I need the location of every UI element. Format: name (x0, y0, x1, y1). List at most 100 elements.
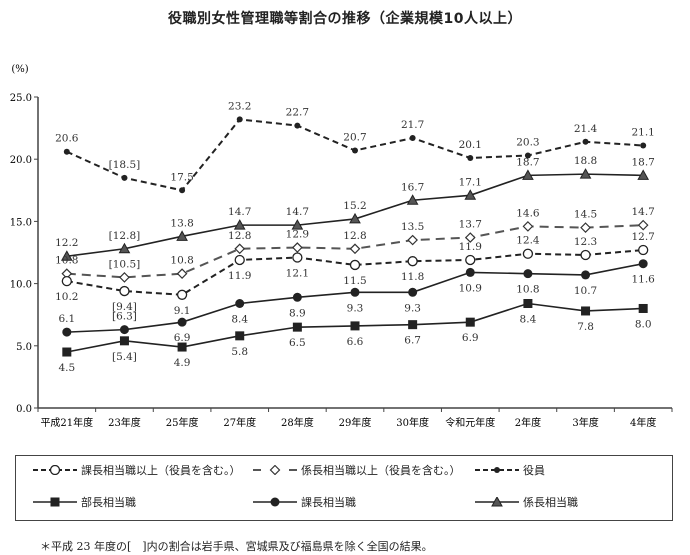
x-tick-label: 29年度 (339, 416, 372, 429)
data-label: 23.2 (228, 100, 251, 112)
data-point (465, 254, 476, 266)
legend-item-bucho: 部長相当職 (32, 494, 136, 510)
data-point (638, 244, 649, 256)
data-label: 22.7 (286, 107, 309, 119)
data-point (233, 219, 246, 230)
legend-marker-symbol (50, 497, 60, 507)
data-label: 11.8 (401, 271, 424, 283)
data-label: [9.4] (112, 301, 137, 313)
data-label: 17.1 (459, 176, 482, 188)
data-point (580, 249, 591, 261)
data-point (638, 303, 648, 313)
x-tick-label: 3年度 (572, 416, 598, 429)
line-chart: (%) 0.0 5.0 10.0 15.0 20.0 25.0 平成21年度 23年度 25年度 2… (10, 64, 673, 429)
data-point (292, 322, 302, 332)
data-label: [12.8] (109, 230, 141, 242)
series-kakari_ijo: 10.8 [10.5] 10.8 12.8 12.9 12.8 13.5 13.7 14.6 14… (55, 206, 655, 283)
data-point (637, 219, 649, 231)
legend-item-kacho: 課長相当職 (252, 494, 356, 510)
data-label: 5.8 (231, 346, 248, 358)
data-label: 14.7 (631, 206, 654, 218)
legend-label: 部長相当職 (81, 496, 136, 509)
legend-marker-symbol (491, 497, 503, 507)
legend-marker (253, 465, 297, 475)
data-point (582, 138, 589, 145)
data-point (579, 168, 592, 179)
data-label: [10.5] (109, 258, 141, 270)
data-label: 12.8 (228, 230, 251, 242)
legend-marker-symbol (49, 465, 61, 475)
data-label: 9.3 (404, 302, 421, 314)
data-point (294, 122, 301, 129)
data-point (581, 306, 591, 316)
data-point (581, 270, 591, 280)
data-label: 11.6 (631, 274, 655, 286)
data-point (119, 325, 129, 335)
data-point (62, 347, 72, 357)
data-label: 20.1 (459, 139, 482, 151)
legend-label: 課長相当職以上（役員を含む。） (81, 464, 241, 477)
data-label: [6.3] (112, 311, 137, 323)
data-point (349, 212, 361, 224)
series-kakari: 12.2 [12.8] 13.8 14.7 14.7 15.2 16.7 17.1 18.7 18… (55, 155, 655, 261)
data-point (352, 147, 358, 154)
data-point (176, 230, 188, 241)
data-label: 10.8 (55, 255, 78, 267)
data-point (118, 242, 131, 254)
legend-marker (33, 497, 77, 507)
data-label: 14.6 (516, 207, 540, 219)
data-point (523, 299, 533, 309)
data-label: 10.8 (170, 255, 193, 267)
x-tick-label: 4年度 (630, 416, 656, 429)
footnote: ＊平成 23 年度の[ ]内の割合は岩手県、宮城県及び福島県を除く全国の結果。 (40, 540, 433, 553)
x-tick-label: 23年度 (108, 416, 141, 429)
data-label: 14.7 (228, 206, 251, 218)
data-point (291, 219, 304, 230)
data-point (63, 148, 70, 155)
data-point (464, 189, 477, 200)
data-point (176, 289, 188, 300)
legend-item-kakari: 係長相当職 (474, 494, 578, 510)
legend-marker (33, 465, 77, 475)
data-point (349, 243, 361, 255)
data-point (235, 331, 245, 341)
data-point (406, 194, 419, 205)
legend-label: 課長相当職 (301, 496, 356, 509)
data-point (236, 116, 243, 123)
data-point (640, 142, 647, 149)
data-label: 6.9 (174, 332, 191, 344)
y-tick-label: 20.0 (10, 155, 32, 166)
data-label: 6.5 (289, 337, 306, 349)
data-point (638, 259, 648, 269)
data-label: 18.8 (574, 155, 597, 167)
data-label: 21.7 (401, 119, 424, 131)
data-label: 12.9 (286, 229, 309, 241)
data-label: 12.2 (55, 237, 78, 249)
legend-label: 役員 (523, 464, 545, 477)
legend-item-kacho-ijo: 課長相当職以上（役員を含む。） (32, 462, 241, 478)
data-point (61, 275, 72, 287)
data-point (350, 321, 360, 331)
data-label: 18.7 (631, 156, 654, 168)
data-point (234, 243, 246, 255)
data-label: 12.8 (343, 230, 366, 242)
legend-label: 係長相当職以上（役員を含む。） (301, 464, 461, 477)
data-label: 17.5 (170, 171, 193, 183)
x-tick-label: 27年度 (223, 416, 256, 429)
legend-marker (475, 497, 519, 507)
data-label: 16.7 (401, 181, 424, 193)
data-point (292, 252, 303, 263)
x-tick-label: 28年度 (281, 416, 314, 429)
data-point (522, 248, 534, 259)
data-label: 12.1 (286, 267, 309, 279)
data-point (121, 174, 128, 181)
data-point (467, 154, 474, 161)
data-label: 21.1 (631, 127, 654, 139)
data-label: [5.4] (112, 351, 137, 363)
data-point (465, 317, 475, 327)
data-label: 20.7 (343, 131, 366, 143)
data-point (580, 222, 591, 233)
data-label: 21.4 (574, 123, 598, 135)
y-axis-label: (%) (11, 64, 28, 75)
series-line (66, 118, 644, 192)
